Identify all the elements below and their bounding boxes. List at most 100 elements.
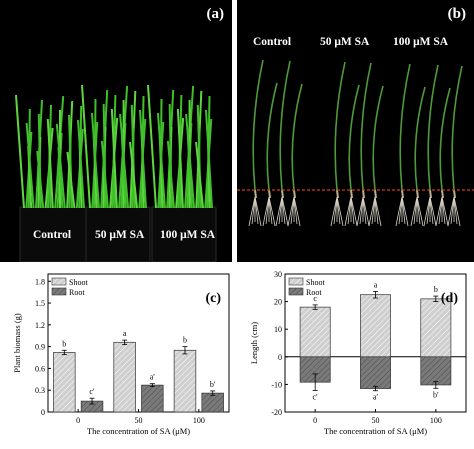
y-tick-label: 10 — [274, 325, 282, 334]
shoot-bar — [113, 341, 136, 413]
leaf-blade — [185, 113, 196, 209]
x-tick-label: 100 — [193, 416, 205, 425]
seedling-root — [293, 196, 301, 227]
seedling-root — [401, 196, 409, 227]
legend-label: Root — [69, 288, 85, 297]
seedling-base — [362, 189, 365, 199]
leaf-blade — [46, 118, 54, 209]
photo-a-label-100: 100 μM SA — [160, 229, 216, 241]
significance-letter: a — [374, 280, 378, 289]
leaf-blade — [66, 151, 76, 209]
significance-letter: b′ — [433, 390, 439, 399]
seedling-root — [350, 196, 358, 227]
seedling-base — [350, 189, 353, 199]
seedling-leaf — [414, 86, 426, 191]
leaf-blade — [119, 113, 130, 209]
photo-b-label-50: 50 μM SA — [320, 36, 370, 48]
seedling-root — [336, 196, 344, 227]
leaf-blade — [147, 84, 157, 209]
seedling-root — [281, 196, 289, 227]
leaf-blade — [168, 103, 173, 209]
legend-label: Shoot — [306, 278, 325, 287]
x-axis-label: The concentration of SA (μM) — [324, 426, 427, 436]
seedling-base — [374, 189, 377, 199]
x-axis-label: The concentration of SA (μM) — [87, 426, 190, 436]
seedling-leaf — [427, 64, 439, 191]
shoot-bar — [360, 294, 391, 358]
y-tick-label: 0.9 — [35, 343, 45, 352]
leaf-blade — [195, 141, 205, 209]
seedling-root — [453, 196, 461, 227]
leaf-blade — [68, 114, 73, 209]
seedling-root — [416, 196, 424, 227]
legend-swatch — [288, 277, 304, 286]
leaf-blade — [130, 104, 136, 209]
significance-letter: c — [313, 294, 317, 303]
y-tick-label: -10 — [271, 380, 282, 389]
y-tick-label: 0.6 — [35, 364, 45, 373]
significance-letter: a′ — [150, 373, 156, 382]
panel-letter-b: (b) — [447, 6, 466, 22]
x-tick-label: 0 — [76, 416, 80, 425]
y-tick-label: 0 — [278, 353, 282, 362]
photo-panel-a: (a) Control 50 μM SA 100 μM SA — [0, 0, 232, 262]
root-bar — [141, 384, 164, 413]
leaf-blade — [77, 119, 85, 209]
photo-b-label-100: 100 μM SA — [393, 36, 449, 48]
significance-letter: b′ — [210, 380, 216, 389]
seedling-leaf — [451, 65, 463, 191]
seedling-leaf — [439, 87, 451, 191]
legend-label: Root — [306, 288, 322, 297]
panel-letter-a: (a) — [206, 6, 225, 22]
significance-letter: b — [183, 336, 187, 345]
leaf-blade — [25, 122, 35, 209]
seedling-leaf — [279, 60, 291, 191]
legend-swatch — [51, 287, 67, 296]
significance-letter: b — [62, 339, 66, 348]
x-tick-label: 100 — [430, 416, 442, 425]
seedling-root — [254, 196, 262, 227]
root-bar — [360, 356, 391, 389]
leaf-blade — [176, 108, 184, 209]
shoot-bar — [420, 298, 452, 358]
seedling-root — [362, 196, 370, 227]
leaf-blade — [100, 140, 109, 209]
photo-panel-b: (b) Control 50 μM SA 100 μM SA — [237, 0, 474, 262]
leaf-blade — [205, 109, 213, 209]
significance-letter: c′ — [89, 387, 95, 396]
seedling-base — [441, 189, 444, 199]
chart-panel-letter: (d) — [441, 291, 458, 306]
seedling-base — [281, 189, 284, 199]
leaf-blade — [139, 109, 147, 209]
significance-letter: c′ — [313, 392, 319, 401]
significance-letter: b — [434, 285, 438, 294]
leaf-blade — [102, 103, 107, 209]
leaf-blade — [81, 84, 91, 209]
shoot-bar — [299, 306, 331, 358]
chart-panel-letter: (c) — [205, 291, 221, 306]
photo-b-label-control: Control — [253, 36, 292, 48]
y-axis-label: Plant biomass (g) — [12, 313, 22, 373]
seedling-base — [453, 189, 456, 199]
biomass-chart: 0 0.3 0.6 0.9 1.2 1.5 1.8 0 b c′ 50 a a′ 100 b b′ ShootR… — [12, 273, 230, 436]
y-tick-label: 0.3 — [35, 386, 45, 395]
seedling-base — [429, 189, 432, 199]
legend-swatch — [51, 277, 67, 286]
seedling-root — [441, 196, 449, 227]
leaf-blade — [110, 108, 118, 209]
seedling-base — [268, 189, 271, 199]
y-tick-label: 1.2 — [35, 321, 45, 330]
pot-1 — [85, 206, 151, 262]
seedling-leaf — [252, 59, 264, 191]
seedling-leaf — [360, 62, 372, 191]
seedling-base — [293, 189, 296, 199]
seedling-leaf — [372, 85, 384, 191]
leaf-blade — [129, 141, 139, 209]
y-tick-label: 1.8 — [35, 277, 45, 286]
seedling-base — [401, 189, 404, 199]
seedling-base — [416, 189, 419, 199]
photo-a-label-control: Control — [33, 229, 72, 241]
seedling-base — [336, 189, 339, 199]
root-bar — [420, 356, 452, 386]
root-bar — [201, 392, 224, 413]
